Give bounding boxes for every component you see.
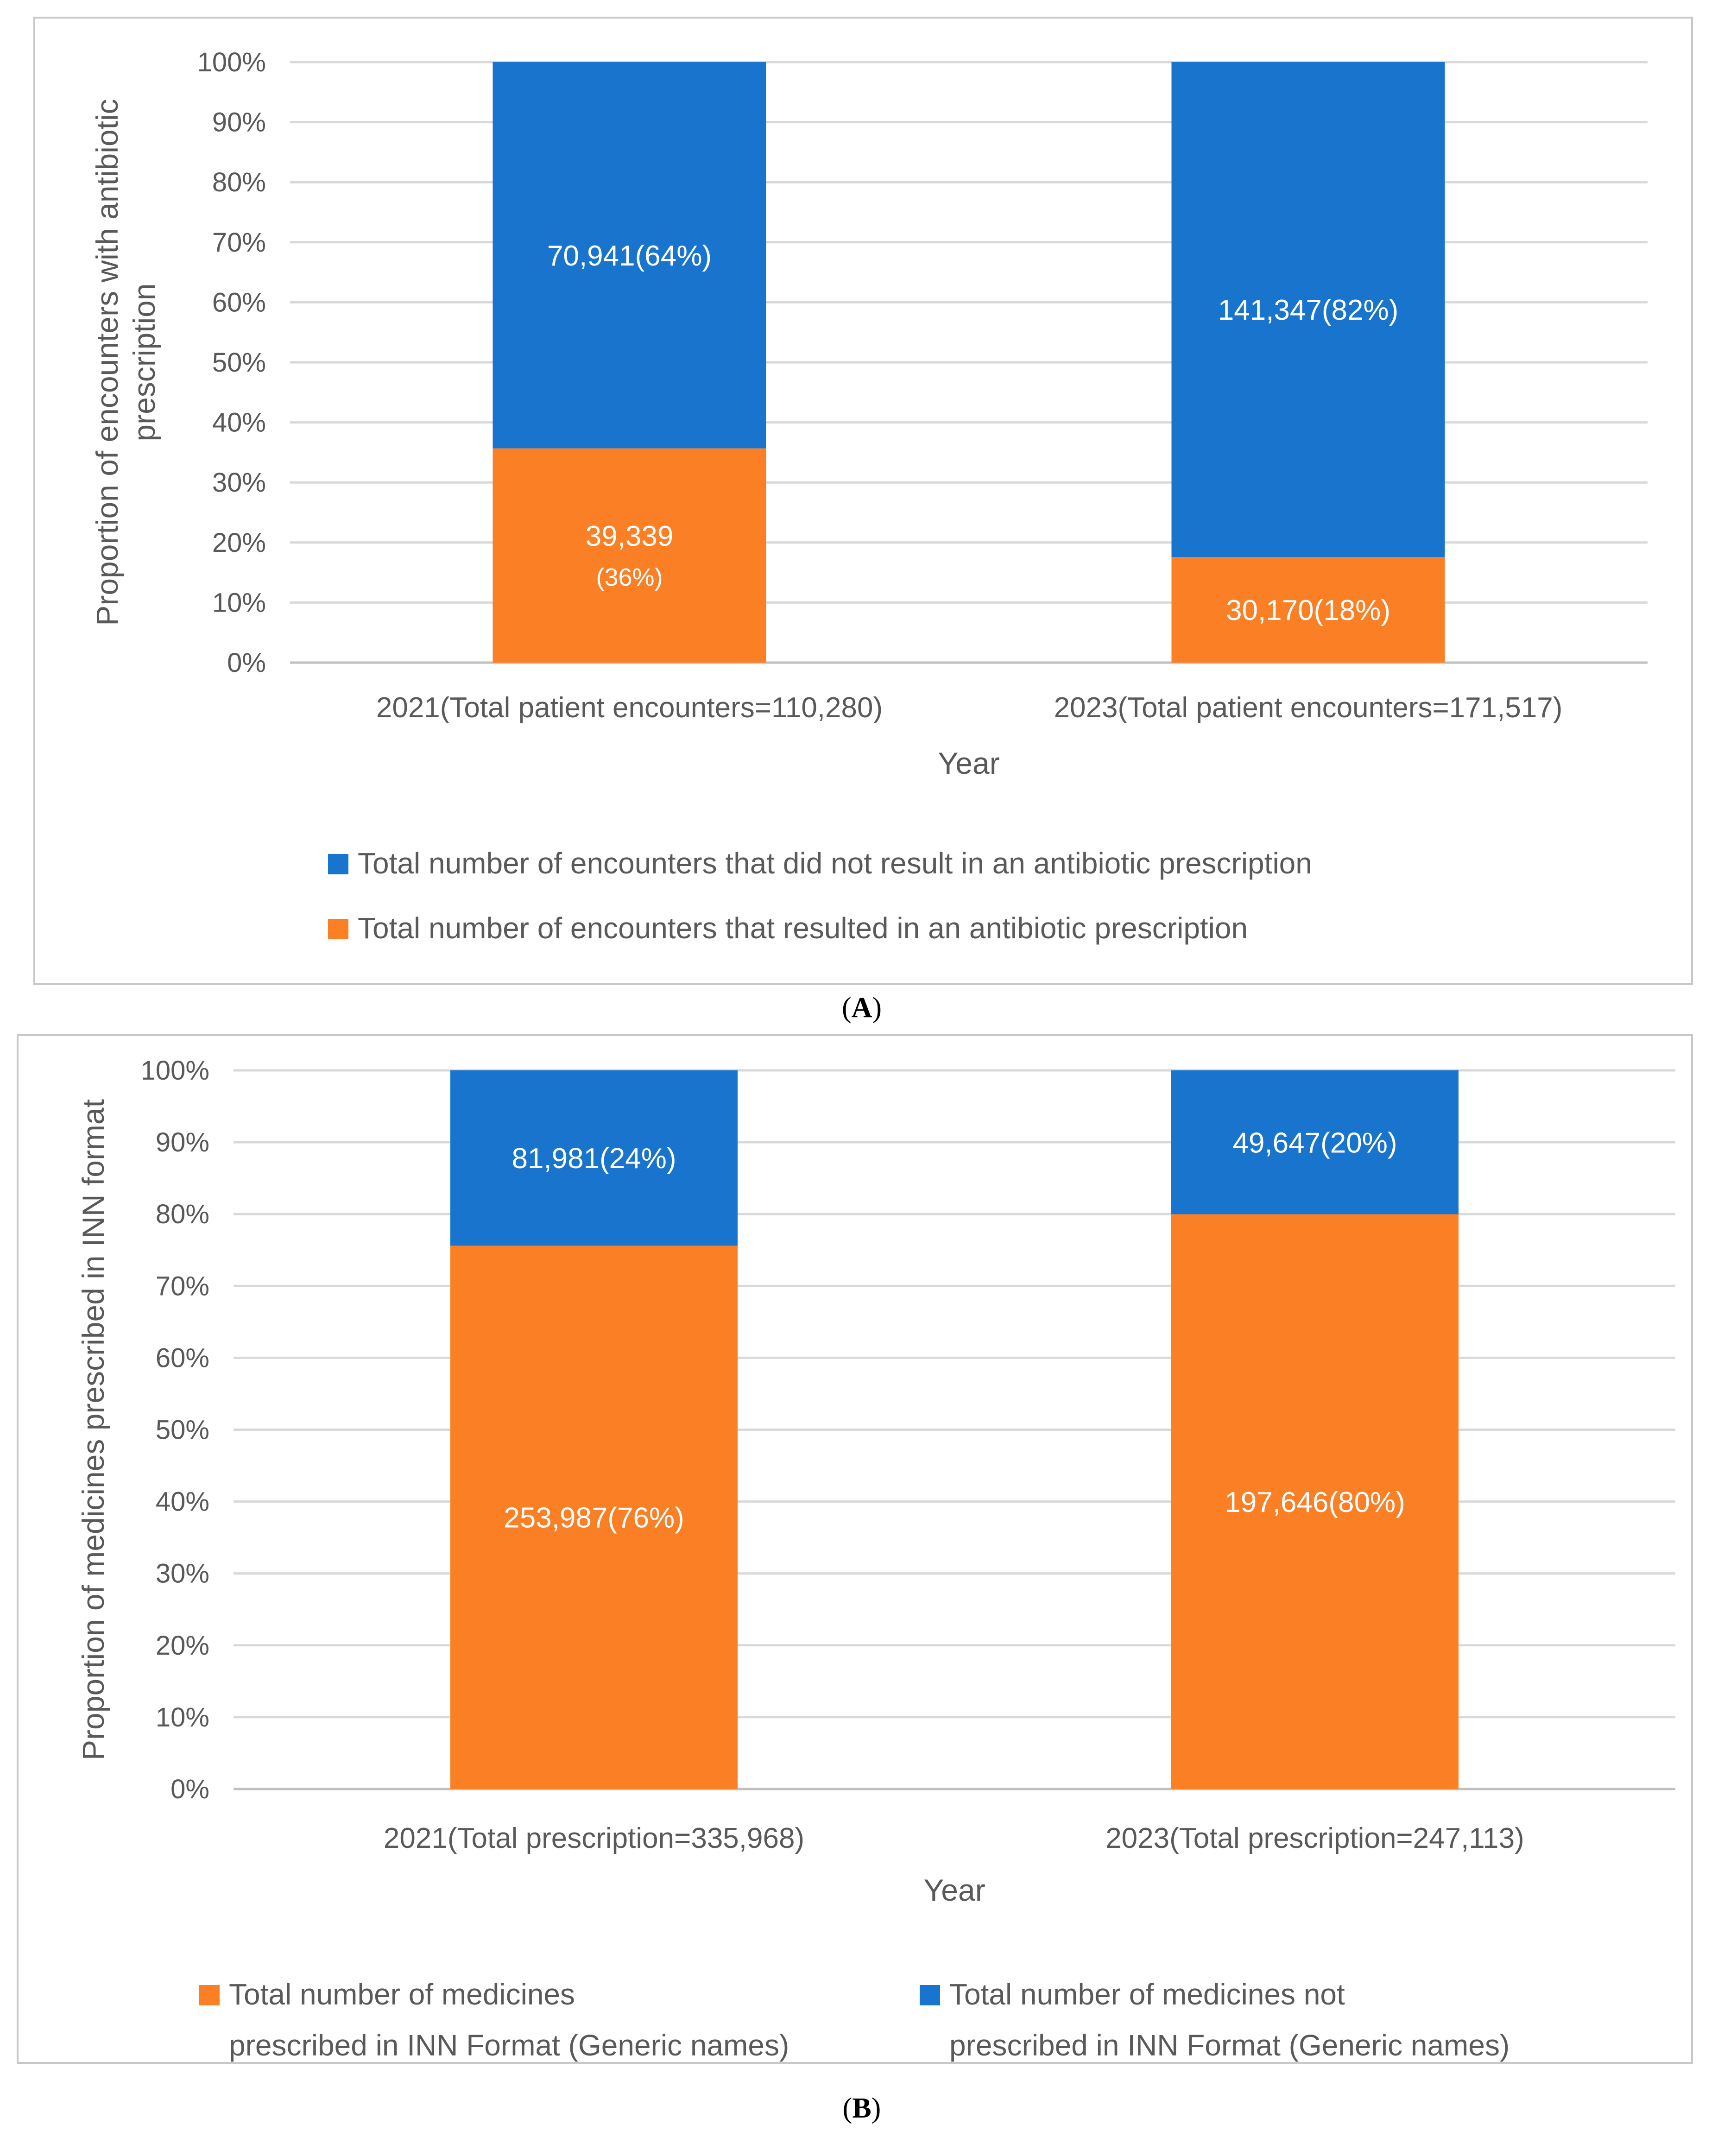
legend-label: prescribed in INN Format (Generic names) bbox=[229, 2029, 789, 2062]
x-tick-label: 2021(Total prescription=335,968) bbox=[384, 1822, 804, 1854]
y-axis-title: Proportion of encounters with antibiotic bbox=[90, 99, 124, 626]
x-tick-label: 2023(Total prescription=247,113) bbox=[1105, 1822, 1524, 1854]
y-axis-title: prescription bbox=[127, 283, 161, 441]
bar-segment bbox=[1171, 557, 1445, 663]
data-label: 81,981(24%) bbox=[512, 1143, 676, 1175]
y-tick-label: 40% bbox=[212, 408, 266, 438]
y-tick-label: 80% bbox=[156, 1199, 209, 1229]
x-tick-label: 2023(Total patient encounters=171,517) bbox=[1054, 692, 1563, 724]
chart-b-svg: 0% 10% 20% 30% 40% 50% 60% 70% 80% 90% 100% 253,987… bbox=[76, 1056, 1675, 2062]
y-tick-label: 90% bbox=[156, 1127, 209, 1157]
y-tick-label: 60% bbox=[212, 287, 266, 317]
y-tick-label: 80% bbox=[212, 167, 266, 197]
bar-segment bbox=[493, 448, 766, 663]
bar-segment bbox=[1171, 1214, 1459, 1789]
legend-swatch bbox=[199, 1985, 220, 2005]
y-tick-label: 10% bbox=[156, 1702, 209, 1732]
legend-swatch bbox=[920, 1985, 940, 2005]
y-tick-label: 100% bbox=[197, 47, 266, 77]
y-tick-label: 70% bbox=[212, 228, 266, 258]
legend-swatch bbox=[328, 854, 348, 874]
y-tick-label: 50% bbox=[156, 1415, 209, 1445]
data-label: 253,987(76%) bbox=[504, 1502, 684, 1534]
chart-a-svg: 0% 10% 20% 30% 40% 50% 60% 70% 80% 90% 100% 39,339 (… bbox=[90, 47, 1648, 945]
y-tick-label: 90% bbox=[212, 107, 266, 138]
y-axis-title: Proportion of medicines prescribed in IN… bbox=[76, 1099, 110, 1760]
y-tick-label: 30% bbox=[212, 468, 266, 498]
y-tick-label: 100% bbox=[141, 1056, 209, 1086]
bar-segment bbox=[1171, 1070, 1459, 1214]
legend-label: Total number of medicines bbox=[229, 1978, 575, 2011]
y-tick-label: 20% bbox=[212, 528, 266, 558]
chart-panel-a: 0% 10% 20% 30% 40% 50% 60% 70% 80% 90% 100% 39,339 (… bbox=[33, 17, 1693, 985]
data-label: 30,170(18%) bbox=[1226, 594, 1390, 626]
x-tick-label: 2021(Total patient encounters=110,280) bbox=[376, 692, 883, 724]
y-tick-label: 60% bbox=[156, 1343, 209, 1373]
bar-segment bbox=[1171, 62, 1445, 557]
legend-label: prescribed in INN Format (Generic names) bbox=[949, 2029, 1509, 2062]
data-label: 39,339 bbox=[586, 520, 674, 552]
chart-panel-b: 0% 10% 20% 30% 40% 50% 60% 70% 80% 90% 100% 253,987… bbox=[17, 1034, 1693, 2064]
x-axis-title: Year bbox=[938, 746, 999, 780]
x-axis-title: Year bbox=[923, 1873, 985, 1907]
y-tick-label: 30% bbox=[156, 1559, 209, 1589]
y-tick-label: 70% bbox=[156, 1271, 209, 1301]
y-tick-label: 20% bbox=[156, 1631, 209, 1661]
y-tick-label: 10% bbox=[212, 588, 266, 618]
legend-label: Total number of encounters that resulted… bbox=[358, 911, 1248, 945]
data-label: 141,347(82%) bbox=[1218, 294, 1399, 326]
data-label: 70,941(64%) bbox=[547, 240, 712, 272]
y-tick-label: 0% bbox=[227, 648, 266, 678]
y-tick-label: 40% bbox=[156, 1487, 209, 1517]
panel-label-b: (B) bbox=[842, 2093, 881, 2124]
legend-swatch bbox=[328, 919, 348, 939]
bar-segment bbox=[493, 62, 766, 449]
data-label: 49,647(20%) bbox=[1232, 1127, 1397, 1159]
legend-label: Total number of encounters that did not … bbox=[358, 847, 1312, 880]
bar-segment bbox=[450, 1246, 738, 1789]
panel-label-a: (A) bbox=[841, 992, 882, 1024]
data-label: (36%) bbox=[596, 563, 663, 591]
legend-label: Total number of medicines not bbox=[949, 1978, 1345, 2011]
bar-segment bbox=[450, 1070, 738, 1246]
y-tick-label: 0% bbox=[171, 1774, 209, 1804]
data-label: 197,646(80%) bbox=[1225, 1486, 1405, 1518]
y-tick-label: 50% bbox=[212, 348, 266, 378]
